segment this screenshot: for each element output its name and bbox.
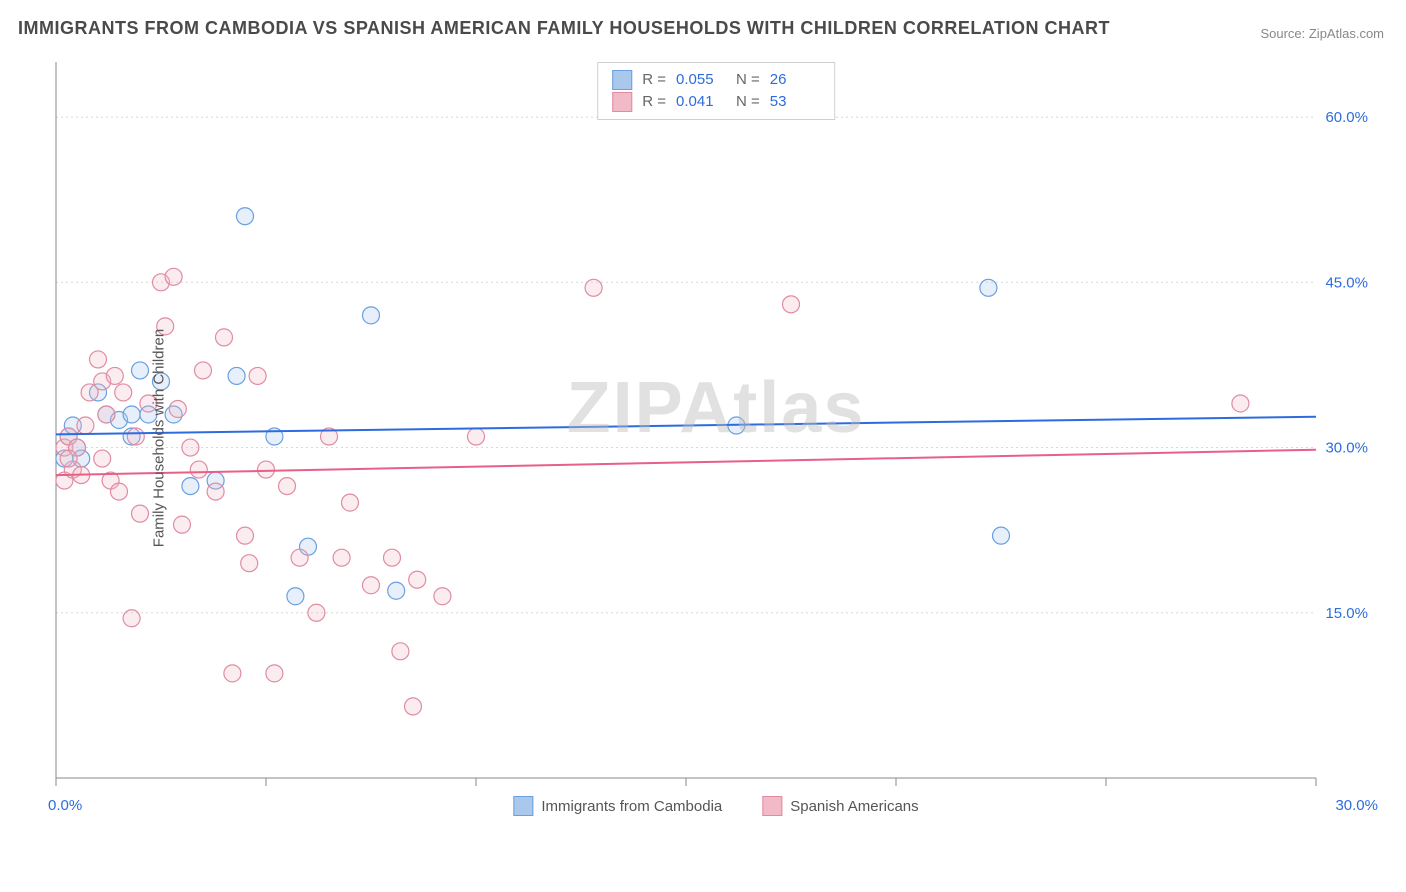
correlation-legend: R = 0.055 N = 26 R = 0.041 N = 53 bbox=[597, 62, 835, 120]
series-legend: Immigrants from Cambodia Spanish America… bbox=[513, 796, 918, 816]
legend-n-label: N = bbox=[736, 91, 760, 113]
legend-swatch-blue bbox=[612, 70, 632, 90]
chart-area: Family Households with Children 15.0% 30.… bbox=[46, 58, 1386, 818]
legend-n-value-1: 26 bbox=[770, 69, 820, 91]
source-attribution: Source: ZipAtlas.com bbox=[1260, 26, 1384, 41]
svg-text:15.0%: 15.0% bbox=[1325, 605, 1368, 622]
x-axis-max-label: 30.0% bbox=[1335, 797, 1378, 814]
legend-swatch-pink bbox=[612, 92, 632, 112]
y-axis-label: Family Households with Children bbox=[151, 329, 168, 547]
legend-n-label: N = bbox=[736, 69, 760, 91]
legend-swatch-blue bbox=[513, 796, 533, 816]
legend-r-label: R = bbox=[642, 91, 666, 113]
legend-r-label: R = bbox=[642, 69, 666, 91]
legend-row-series2: R = 0.041 N = 53 bbox=[612, 91, 820, 113]
legend-label-1: Immigrants from Cambodia bbox=[541, 798, 722, 815]
chart-title: IMMIGRANTS FROM CAMBODIA VS SPANISH AMER… bbox=[18, 18, 1110, 39]
legend-label-2: Spanish Americans bbox=[790, 798, 918, 815]
legend-r-value-2: 0.041 bbox=[676, 91, 726, 113]
svg-text:45.0%: 45.0% bbox=[1325, 274, 1368, 291]
x-axis-min-label: 0.0% bbox=[48, 797, 82, 814]
legend-item-spanish: Spanish Americans bbox=[762, 796, 918, 816]
legend-r-value-1: 0.055 bbox=[676, 69, 726, 91]
legend-n-value-2: 53 bbox=[770, 91, 820, 113]
svg-text:30.0%: 30.0% bbox=[1325, 440, 1368, 457]
scatter-plot-svg: 15.0% 30.0% 45.0% 60.0% bbox=[46, 58, 1386, 818]
legend-swatch-pink bbox=[762, 796, 782, 816]
svg-text:60.0%: 60.0% bbox=[1325, 109, 1368, 126]
legend-item-cambodia: Immigrants from Cambodia bbox=[513, 796, 722, 816]
legend-row-series1: R = 0.055 N = 26 bbox=[612, 69, 820, 91]
